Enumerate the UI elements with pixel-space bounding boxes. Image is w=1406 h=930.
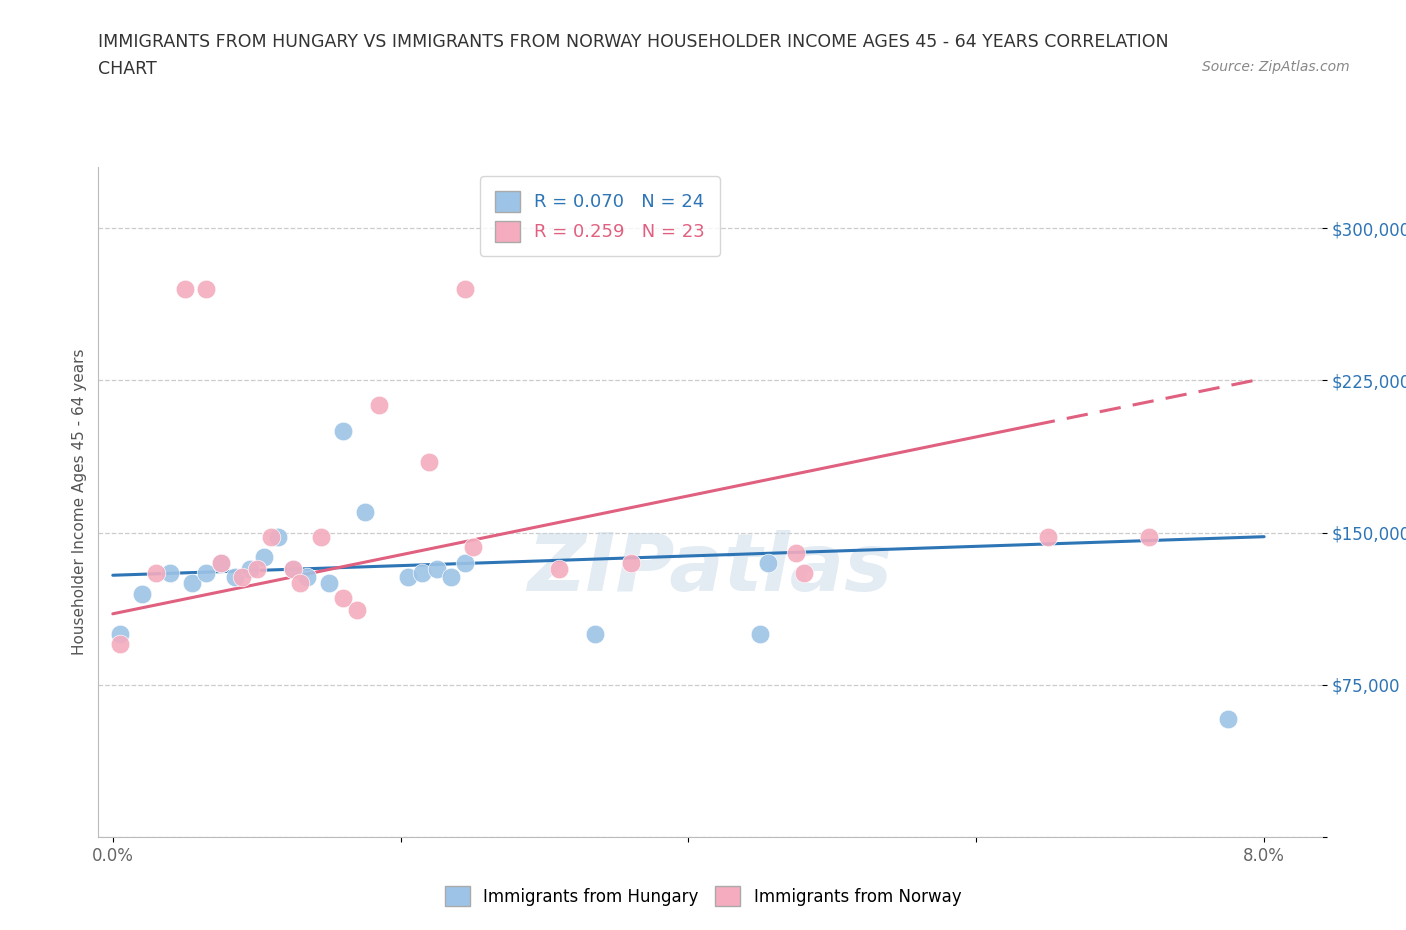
Point [253,550,276,565]
Point [281,562,304,577]
Point [260,529,283,544]
Point [1137,529,1160,544]
Point [793,565,815,580]
Point [749,627,772,642]
Point [454,555,477,570]
Point [159,565,181,580]
Point [620,555,643,570]
Point [785,546,807,561]
Point [295,570,318,585]
Point [281,562,304,577]
Text: CHART: CHART [98,60,157,78]
Text: ZIPatlas: ZIPatlas [527,530,893,608]
Point [353,505,375,520]
Point [440,570,463,585]
Text: IMMIGRANTS FROM HUNGARY VS IMMIGRANTS FROM NORWAY HOUSEHOLDER INCOME AGES 45 - 6: IMMIGRANTS FROM HUNGARY VS IMMIGRANTS FR… [98,33,1168,50]
Point [108,637,131,652]
Point [1216,711,1239,726]
Point [246,562,269,577]
Point [231,570,253,585]
Point [224,570,246,585]
Point [209,555,232,570]
Point [1038,529,1060,544]
Point [209,555,232,570]
Point [181,576,204,591]
Y-axis label: Householder Income Ages 45 - 64 years: Householder Income Ages 45 - 64 years [72,349,87,656]
Point [131,586,153,601]
Point [145,565,167,580]
Point [288,576,311,591]
Point [411,565,433,580]
Point [346,603,368,618]
Point [756,555,779,570]
Point [332,424,354,439]
Point [583,627,606,642]
Point [108,627,131,642]
Point [426,562,449,577]
Legend: R = 0.070   N = 24, R = 0.259   N = 23: R = 0.070 N = 24, R = 0.259 N = 23 [481,177,720,256]
Point [311,529,333,544]
Point [173,282,195,297]
Point [195,565,218,580]
Point [332,591,354,605]
Point [267,529,290,544]
Point [318,576,340,591]
Point [454,282,477,297]
Point [238,562,260,577]
Point [418,454,440,469]
Point [368,397,391,412]
Point [195,282,218,297]
Legend: Immigrants from Hungary, Immigrants from Norway: Immigrants from Hungary, Immigrants from… [439,880,967,912]
Text: Source: ZipAtlas.com: Source: ZipAtlas.com [1202,60,1350,74]
Point [396,570,419,585]
Point [548,562,571,577]
Point [461,539,484,554]
